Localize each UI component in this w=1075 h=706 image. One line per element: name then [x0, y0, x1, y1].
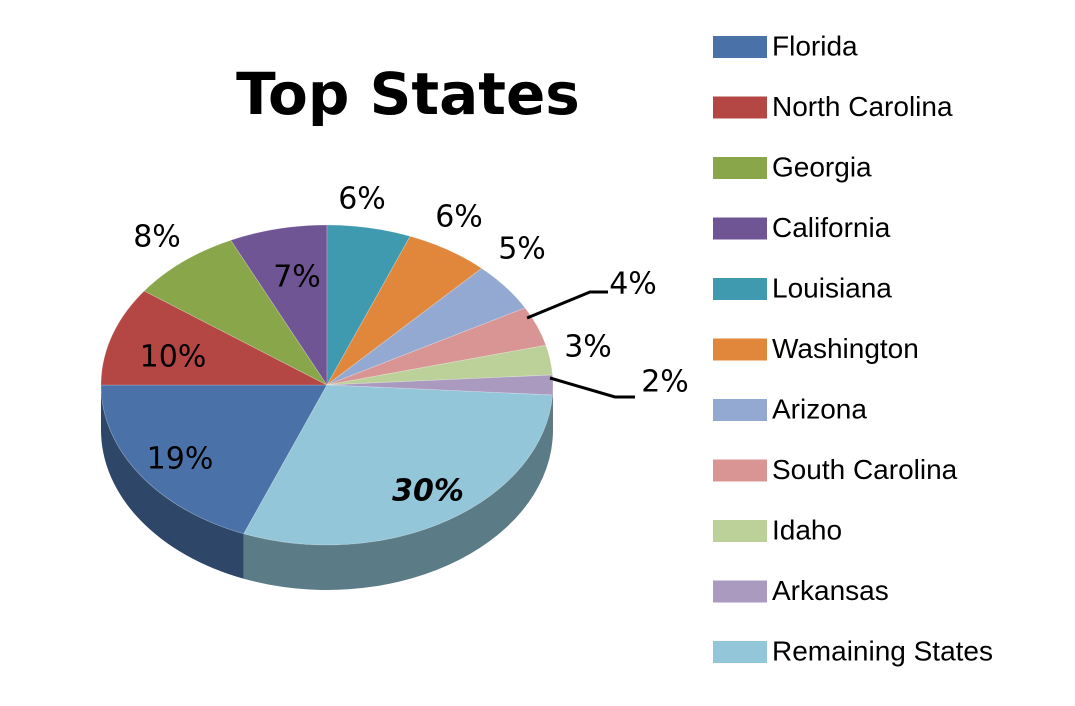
legend-label: Louisiana: [772, 272, 892, 303]
legend-label: California: [772, 212, 891, 243]
legend: Florida North Carolina Georgia California Lo…: [713, 30, 993, 666]
chart-title: Top States: [236, 60, 580, 128]
data-label: 7%: [273, 260, 321, 295]
data-label: 30%: [392, 474, 464, 509]
slice: [243, 384, 553, 546]
data-label: 2%: [641, 365, 689, 400]
leader-line: [549, 376, 635, 399]
legend-swatch: [713, 399, 767, 421]
legend-label: Georgia: [772, 151, 872, 182]
data-label: 19%: [147, 442, 214, 477]
legend-label: Arizona: [772, 393, 867, 424]
data-label: 5%: [498, 232, 546, 267]
slice: [326, 344, 553, 386]
data-label: 6%: [435, 200, 483, 235]
legend-swatch: [713, 459, 767, 482]
legend-swatch: [713, 278, 767, 300]
pie-sides: [101, 385, 553, 590]
slice-side: [101, 385, 244, 579]
slice: [326, 235, 483, 386]
slice: [230, 224, 328, 387]
legend-label: Idaho: [772, 514, 842, 545]
legend-swatch: [713, 520, 767, 542]
legend-swatch: [713, 157, 767, 179]
slice: [100, 384, 328, 535]
slice: [326, 374, 554, 396]
data-label: 3%: [564, 330, 612, 365]
legend-label: South Carolina: [772, 454, 958, 485]
pie-labels: 19% 10% 8% 7% 6% 6% 5% 4% 3% 2% 30%: [133, 182, 689, 509]
legend-swatch: [713, 580, 767, 603]
legend-label: Washington: [772, 333, 919, 364]
slice: [326, 307, 547, 386]
slice: [326, 224, 411, 387]
legend-swatch: [713, 217, 767, 240]
legend-swatch: [713, 96, 767, 119]
legend-swatch: [713, 338, 767, 361]
legend-label: North Carolina: [772, 91, 953, 122]
data-label: 10%: [140, 340, 207, 375]
legend-label: Arkansas: [772, 575, 889, 606]
legend-label: Remaining States: [772, 635, 993, 666]
slice: [326, 267, 526, 386]
slice-side: [243, 395, 553, 590]
leader-line: [526, 290, 608, 320]
slice: [143, 239, 329, 387]
legend-label: Florida: [772, 30, 858, 61]
slice: [100, 290, 328, 386]
legend-swatch: [713, 36, 767, 58]
legend-swatch: [713, 641, 767, 663]
data-label: 4%: [609, 267, 657, 302]
pie-tops: [100, 224, 554, 546]
data-label: 6%: [338, 182, 386, 217]
data-label: 8%: [133, 220, 181, 255]
